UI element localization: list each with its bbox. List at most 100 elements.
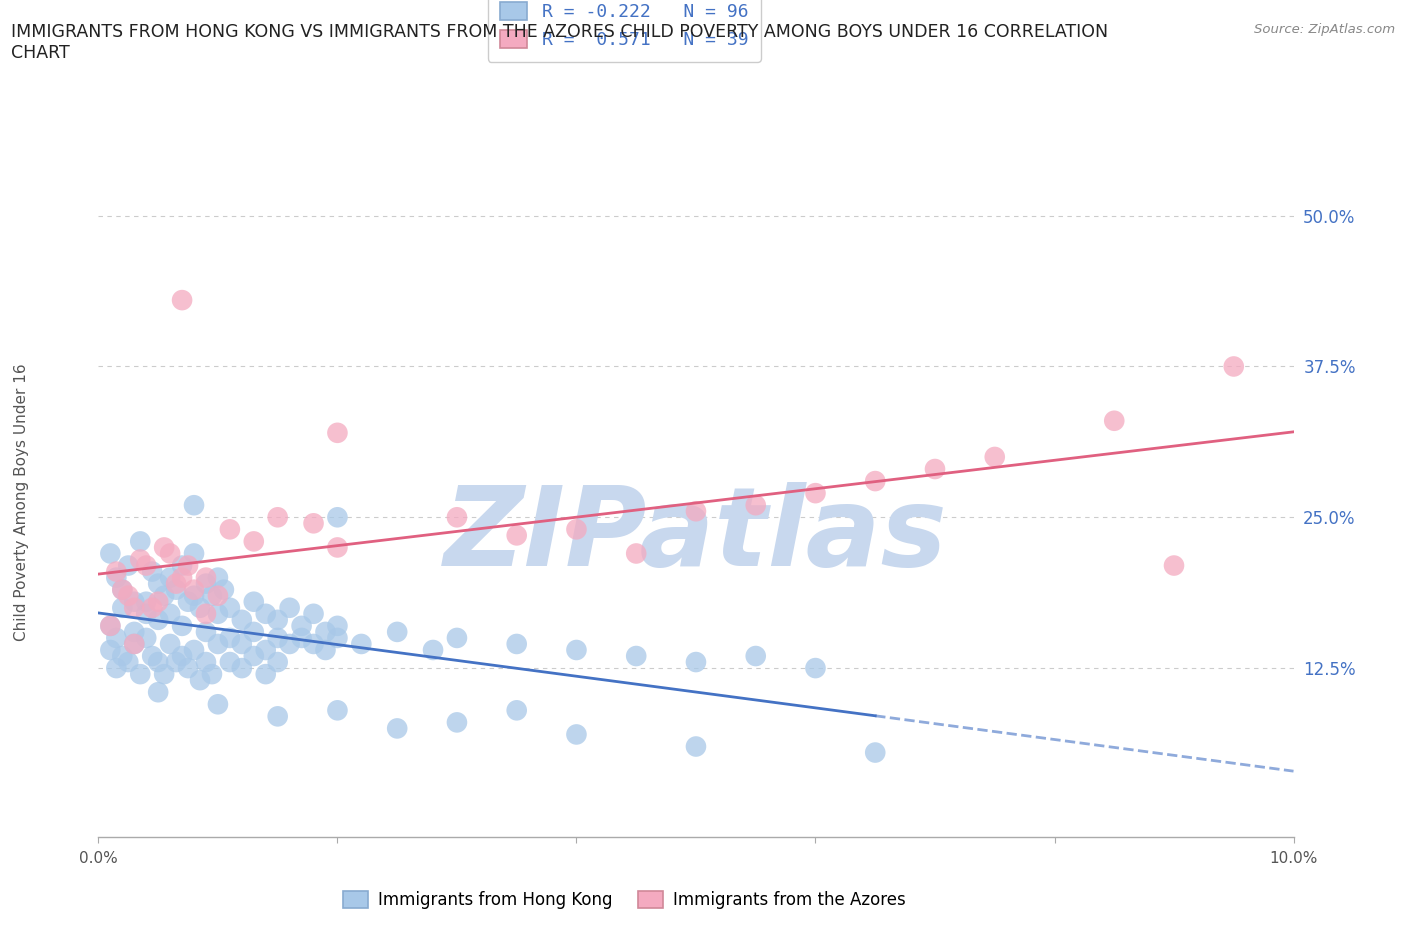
- Point: [863, 473, 887, 488]
- Point: [105, 660, 128, 675]
- Point: [290, 618, 312, 633]
- Point: [254, 606, 277, 621]
- Point: [172, 618, 194, 633]
- Point: [385, 721, 409, 736]
- Point: [1102, 413, 1125, 428]
- Point: [183, 546, 205, 561]
- Point: [231, 612, 253, 627]
- Point: [129, 552, 152, 567]
- Point: [207, 636, 229, 651]
- Point: [219, 601, 242, 616]
- Point: [314, 624, 337, 639]
- Point: [278, 601, 301, 616]
- Point: [135, 594, 157, 609]
- Point: [129, 667, 152, 682]
- Point: [219, 522, 242, 537]
- Point: [326, 618, 349, 633]
- Point: [326, 703, 349, 718]
- Point: [254, 667, 277, 682]
- Point: [135, 606, 157, 621]
- Point: [188, 672, 211, 687]
- Point: [172, 558, 194, 573]
- Point: [219, 655, 242, 670]
- Point: [267, 631, 290, 645]
- Point: [195, 624, 218, 639]
- Point: [183, 643, 205, 658]
- Point: [212, 582, 235, 597]
- Point: [153, 540, 176, 555]
- Point: [506, 703, 529, 718]
- Point: [745, 498, 768, 512]
- Point: [804, 485, 827, 500]
- Point: [446, 631, 468, 645]
- Point: [326, 540, 349, 555]
- Point: [105, 570, 128, 585]
- Point: [129, 534, 152, 549]
- Point: [195, 606, 218, 621]
- Point: [172, 293, 194, 308]
- Point: [100, 643, 122, 658]
- Point: [177, 558, 200, 573]
- Point: [172, 570, 194, 585]
- Point: [100, 618, 122, 633]
- Point: [135, 558, 157, 573]
- Point: [153, 667, 176, 682]
- Point: [243, 624, 266, 639]
- Text: ZIPatlas: ZIPatlas: [444, 482, 948, 590]
- Point: [1222, 359, 1246, 374]
- Point: [124, 601, 146, 616]
- Point: [201, 589, 224, 604]
- Point: [446, 715, 468, 730]
- Text: IMMIGRANTS FROM HONG KONG VS IMMIGRANTS FROM THE AZORES CHILD POVERTY AMONG BOYS: IMMIGRANTS FROM HONG KONG VS IMMIGRANTS …: [11, 23, 1108, 62]
- Point: [188, 601, 211, 616]
- Point: [745, 648, 768, 663]
- Point: [165, 577, 187, 591]
- Point: [177, 594, 200, 609]
- Point: [177, 660, 200, 675]
- Point: [100, 546, 122, 561]
- Point: [243, 534, 266, 549]
- Point: [124, 624, 146, 639]
- Point: [141, 601, 163, 616]
- Point: [111, 601, 134, 616]
- Point: [984, 449, 1007, 464]
- Point: [172, 648, 194, 663]
- Point: [685, 504, 707, 519]
- Point: [302, 516, 325, 531]
- Point: [183, 498, 205, 512]
- Point: [422, 643, 444, 658]
- Point: [231, 636, 253, 651]
- Point: [105, 631, 128, 645]
- Point: [195, 655, 218, 670]
- Point: [326, 631, 349, 645]
- Point: [446, 510, 468, 525]
- Point: [111, 582, 134, 597]
- Text: 0.0%: 0.0%: [79, 852, 118, 867]
- Text: Source: ZipAtlas.com: Source: ZipAtlas.com: [1254, 23, 1395, 36]
- Point: [159, 606, 181, 621]
- Point: [506, 528, 529, 543]
- Point: [267, 612, 290, 627]
- Point: [804, 660, 827, 675]
- Point: [924, 461, 946, 476]
- Point: [100, 618, 122, 633]
- Point: [207, 606, 229, 621]
- Point: [565, 522, 588, 537]
- Point: [685, 655, 707, 670]
- Point: [124, 636, 146, 651]
- Point: [207, 589, 229, 604]
- Text: Child Poverty Among Boys Under 16: Child Poverty Among Boys Under 16: [14, 364, 28, 641]
- Point: [267, 709, 290, 724]
- Point: [148, 612, 170, 627]
- Point: [141, 565, 163, 579]
- Point: [863, 745, 887, 760]
- Point: [685, 739, 707, 754]
- Point: [243, 594, 266, 609]
- Point: [117, 655, 139, 670]
- Point: [148, 594, 170, 609]
- Point: [278, 636, 301, 651]
- Point: [1163, 558, 1185, 573]
- Point: [141, 648, 163, 663]
- Point: [148, 577, 170, 591]
- Point: [183, 582, 205, 597]
